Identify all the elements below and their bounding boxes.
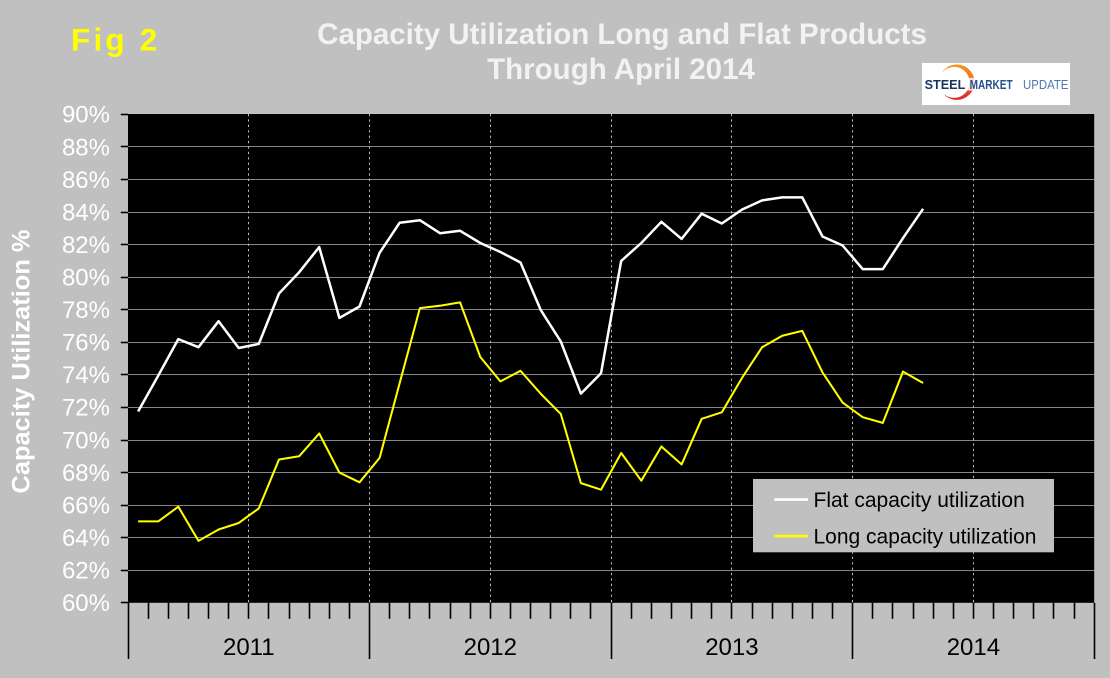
- svg-text:84%: 84%: [62, 199, 110, 226]
- svg-text:88%: 88%: [62, 134, 110, 161]
- svg-text:90%: 90%: [62, 102, 110, 129]
- svg-text:82%: 82%: [62, 232, 110, 259]
- svg-text:2014: 2014: [947, 634, 1000, 661]
- svg-text:Through April 2014: Through April 2014: [487, 53, 755, 86]
- svg-text:Capacity Utilization %: Capacity Utilization %: [8, 230, 36, 494]
- svg-text:Capacity Utilization Long and: Capacity Utilization Long and Flat Produ…: [317, 18, 927, 51]
- svg-text:STEEL: STEEL: [925, 77, 966, 92]
- svg-text:2011: 2011: [223, 634, 275, 661]
- svg-text:80%: 80%: [62, 265, 110, 292]
- svg-text:Long capacity utilization: Long capacity utilization: [814, 526, 1037, 549]
- svg-text:64%: 64%: [62, 525, 110, 552]
- svg-text:66%: 66%: [62, 492, 110, 519]
- svg-text:60%: 60%: [62, 590, 110, 617]
- svg-text:72%: 72%: [62, 395, 110, 422]
- svg-text:Flat capacity utilization: Flat capacity utilization: [814, 489, 1025, 512]
- svg-text:86%: 86%: [62, 167, 110, 194]
- svg-text:2013: 2013: [705, 634, 758, 661]
- svg-text:Fig 2: Fig 2: [71, 22, 161, 58]
- svg-text:68%: 68%: [62, 460, 110, 487]
- svg-text:74%: 74%: [62, 362, 110, 389]
- svg-text:UPDATE: UPDATE: [1023, 78, 1068, 92]
- svg-text:2012: 2012: [464, 634, 517, 661]
- svg-text:70%: 70%: [62, 427, 110, 454]
- svg-text:MARKET: MARKET: [970, 78, 1013, 92]
- svg-text:78%: 78%: [62, 297, 110, 324]
- svg-text:76%: 76%: [62, 330, 110, 357]
- svg-text:62%: 62%: [62, 558, 110, 585]
